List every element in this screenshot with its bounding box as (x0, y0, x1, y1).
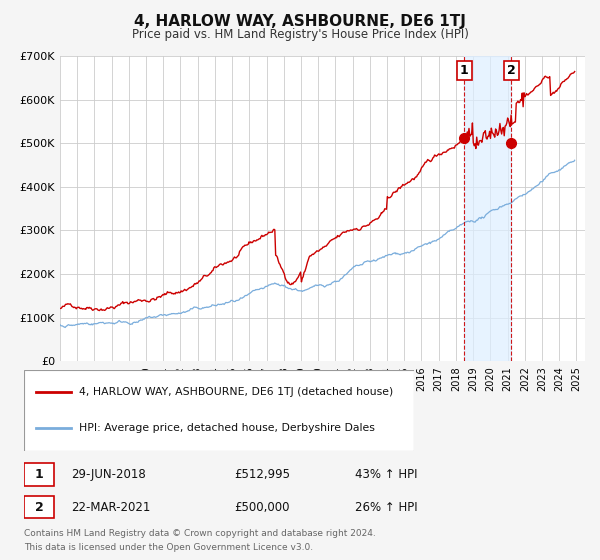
FancyBboxPatch shape (24, 496, 55, 519)
Text: 2: 2 (507, 64, 516, 77)
Text: This data is licensed under the Open Government Licence v3.0.: This data is licensed under the Open Gov… (24, 543, 313, 552)
Text: Contains HM Land Registry data © Crown copyright and database right 2024.: Contains HM Land Registry data © Crown c… (24, 529, 376, 538)
Text: 1: 1 (460, 64, 469, 77)
Text: 29-JUN-2018: 29-JUN-2018 (71, 468, 146, 481)
Text: £512,995: £512,995 (234, 468, 290, 481)
Bar (464, 56, 511, 361)
Text: 1: 1 (35, 468, 44, 481)
Text: £500,000: £500,000 (234, 501, 289, 514)
Text: Price paid vs. HM Land Registry's House Price Index (HPI): Price paid vs. HM Land Registry's House … (131, 28, 469, 41)
Text: 43% ↑ HPI: 43% ↑ HPI (355, 468, 418, 481)
Text: 4, HARLOW WAY, ASHBOURNE, DE6 1TJ: 4, HARLOW WAY, ASHBOURNE, DE6 1TJ (134, 14, 466, 29)
Text: 4, HARLOW WAY, ASHBOURNE, DE6 1TJ (detached house): 4, HARLOW WAY, ASHBOURNE, DE6 1TJ (detac… (79, 388, 393, 398)
Text: 2: 2 (35, 501, 44, 514)
FancyBboxPatch shape (24, 463, 55, 486)
Text: HPI: Average price, detached house, Derbyshire Dales: HPI: Average price, detached house, Derb… (79, 423, 374, 433)
FancyBboxPatch shape (24, 370, 414, 451)
Text: 26% ↑ HPI: 26% ↑ HPI (355, 501, 418, 514)
Text: 22-MAR-2021: 22-MAR-2021 (71, 501, 150, 514)
